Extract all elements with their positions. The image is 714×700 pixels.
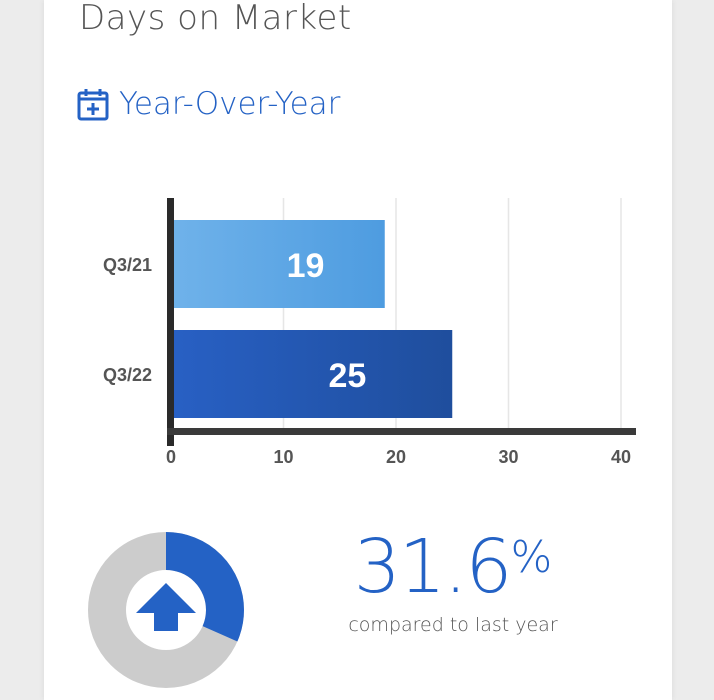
y-axis-line: [167, 198, 174, 446]
donut-value-arc: [88, 532, 244, 688]
x-tick-label: 20: [386, 447, 406, 467]
section-label: Year-Over-Year: [119, 86, 341, 122]
arrow-up-icon: [136, 583, 196, 631]
percent-value: 31.6: [353, 524, 513, 610]
page-title: Days on Market: [79, 0, 352, 38]
category-label: Q3/22: [103, 365, 152, 385]
change-donut: [88, 532, 244, 688]
x-tick-label: 40: [611, 447, 631, 467]
bar: [173, 330, 453, 418]
bar: [173, 220, 385, 308]
section-header: Year-Over-Year: [77, 86, 340, 122]
x-tick-label: 0: [166, 447, 176, 467]
bar-value-label: 25: [328, 357, 366, 395]
percent-change: 31.6%: [340, 524, 566, 610]
calendar-plus-icon: [77, 87, 109, 121]
bar-value-label: 19: [287, 247, 325, 285]
x-tick-label: 10: [273, 447, 293, 467]
percent-symbol: %: [510, 532, 553, 583]
category-label: Q3/21: [103, 255, 152, 275]
bar-chart: 0 10 20 30 40 19 Q3/21 25 Q3/22: [103, 198, 636, 467]
x-axis-line: [167, 428, 636, 435]
x-tick-label: 30: [498, 447, 518, 467]
percent-caption: compared to last year: [348, 614, 558, 636]
